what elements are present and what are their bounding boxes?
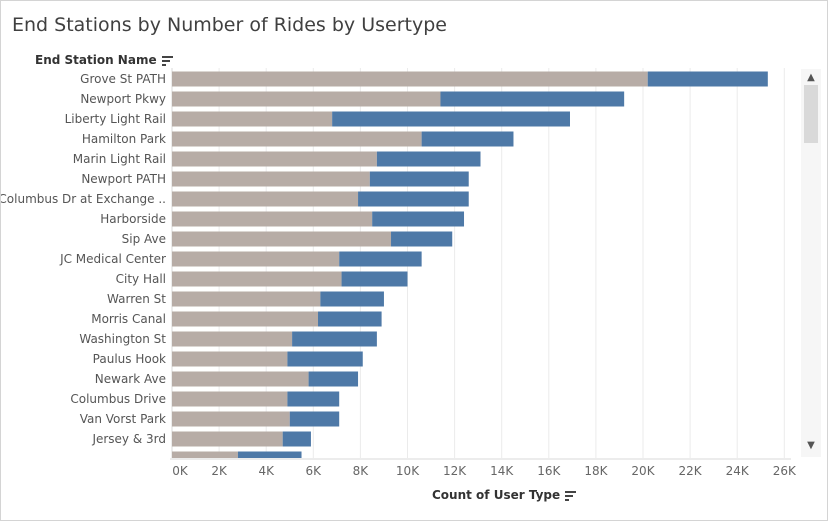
category-label[interactable]: Newport Pkwy [80,92,166,106]
bar-segment-2[interactable] [421,131,514,147]
x-tick-label: 22K [679,464,703,478]
category-label[interactable]: Van Vorst Park [80,412,166,426]
bar-segment-2[interactable] [287,391,340,407]
bar-segment-1[interactable] [172,411,290,427]
bar-segment-1[interactable] [172,251,340,267]
bar-segment-1[interactable] [172,111,333,127]
x-tick-label: 6K [306,464,323,478]
x-tick-label: 20K [631,464,655,478]
x-tick-label: 2K [211,464,228,478]
bar-segment-2[interactable] [282,431,311,447]
bar-segment-1[interactable] [172,331,293,347]
bar-segment-1[interactable] [172,91,441,107]
bar-segment-1[interactable] [172,351,288,367]
bar-segment-2[interactable] [372,211,465,227]
x-tick-label: 26K [773,464,797,478]
bar-segment-2[interactable] [332,111,570,127]
x-tick-label: 4K [258,464,275,478]
sort-icon[interactable] [565,491,577,501]
row-header-label: End Station Name [35,53,157,67]
bar-segment-1[interactable] [172,291,321,307]
x-tick-label: 0K [172,464,189,478]
category-label[interactable]: Harborside [100,212,166,226]
bar-segment-2[interactable] [341,271,408,287]
bar-segment-1[interactable] [172,211,373,227]
x-tick-label: 12K [443,464,467,478]
vertical-scrollbar[interactable]: ▲ ▼ [801,69,821,457]
category-label[interactable]: City Hall [116,272,166,286]
bar-segment-1[interactable] [172,431,283,447]
category-label[interactable]: Morris Canal [91,312,166,326]
bar-segment-1[interactable] [172,391,288,407]
bar-segment-2[interactable] [308,371,359,387]
category-label[interactable]: Grove St PATH [80,72,166,86]
bar-segment-2[interactable] [358,191,469,207]
bar-segment-1[interactable] [172,131,422,147]
x-axis-title[interactable]: Count of User Type [432,488,577,502]
x-tick-label: 14K [490,464,514,478]
bar-segment-1[interactable] [172,451,238,467]
category-label[interactable]: Newark Ave [95,372,166,386]
bar-segment-2[interactable] [647,71,768,87]
category-label[interactable]: Sip Ave [122,232,166,246]
bar-segment-2[interactable] [440,91,625,107]
category-label[interactable]: Hamilton Park [82,132,166,146]
bar-segment-2[interactable] [369,171,469,187]
category-label[interactable]: Marin Light Rail [73,152,166,166]
x-tick-label: 18K [584,464,608,478]
x-tick-label: 16K [537,464,561,478]
bar-segment-2[interactable] [339,251,422,267]
bar-segment-1[interactable] [172,311,319,327]
bar-segment-1[interactable] [172,231,392,247]
x-axis-title-label: Count of User Type [432,488,561,502]
bar-segment-2[interactable] [237,451,302,467]
scroll-thumb[interactable] [804,85,818,143]
row-header[interactable]: End Station Name [35,53,173,67]
category-label[interactable]: Paulus Hook [93,352,166,366]
sort-icon[interactable] [161,56,173,66]
bar-segment-1[interactable] [172,191,359,207]
bar-segment-2[interactable] [287,351,363,367]
x-tick-label: 8K [353,464,370,478]
category-label[interactable]: Jersey & 3rd [91,432,166,446]
bar-segment-1[interactable] [172,371,309,387]
bar-segment-1[interactable] [172,71,648,87]
bar-segment-2[interactable] [292,331,377,347]
bar-segment-2[interactable] [376,151,481,167]
x-tick-label: 10K [396,464,420,478]
bar-segment-1[interactable] [172,171,370,187]
category-label[interactable]: JC Medical Center [59,252,166,266]
category-label[interactable]: Warren St [107,292,166,306]
chart-title: End Stations by Number of Rides by Usert… [12,14,447,36]
bar-segment-1[interactable] [172,151,377,167]
bar-segment-1[interactable] [172,271,342,287]
category-label[interactable]: Newport PATH [81,172,166,186]
bar-segment-2[interactable] [320,291,384,307]
scroll-up-icon[interactable]: ▲ [807,72,815,83]
category-label[interactable]: Liberty Light Rail [65,112,166,126]
category-label[interactable]: Columbus Drive [70,392,166,406]
x-tick-label: 24K [726,464,750,478]
scroll-down-icon[interactable]: ▼ [807,440,815,451]
bar-segment-2[interactable] [289,411,340,427]
category-label[interactable]: Columbus Dr at Exchange .. [1,192,166,206]
bar-segment-2[interactable] [318,311,382,327]
category-label[interactable]: Washington St [79,332,166,346]
bar-segment-2[interactable] [391,231,453,247]
